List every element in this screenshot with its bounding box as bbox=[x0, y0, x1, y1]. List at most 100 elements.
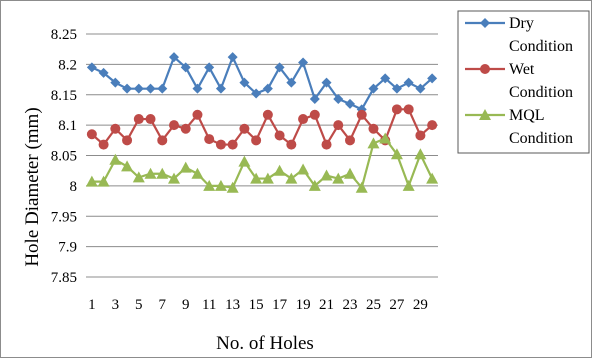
x-tick-label: 23 bbox=[343, 297, 358, 313]
data-point bbox=[402, 179, 415, 191]
data-point bbox=[262, 109, 273, 120]
y-tick-label: 7.95 bbox=[51, 209, 77, 225]
x-tick-label: 5 bbox=[135, 297, 143, 313]
y-tick-label: 8.1 bbox=[58, 118, 77, 134]
data-point bbox=[169, 120, 179, 131]
data-point bbox=[169, 52, 179, 63]
data-point bbox=[145, 83, 156, 94]
x-axis-title: No. of Holes bbox=[216, 333, 314, 354]
series-group bbox=[85, 52, 439, 193]
data-point bbox=[427, 73, 438, 84]
x-tick-label: 9 bbox=[182, 297, 190, 313]
data-point bbox=[355, 181, 368, 193]
data-point bbox=[426, 172, 439, 184]
data-point bbox=[333, 120, 344, 131]
data-point bbox=[98, 67, 109, 78]
x-tick-label: 29 bbox=[413, 297, 428, 313]
data-point bbox=[298, 114, 309, 125]
data-point bbox=[251, 135, 262, 146]
data-point bbox=[320, 169, 333, 181]
y-axis-title: Hole Diameter (mm) bbox=[22, 107, 43, 266]
data-point bbox=[86, 129, 97, 140]
data-point bbox=[214, 179, 227, 191]
data-point bbox=[286, 77, 297, 88]
legend-label-line2: Condition bbox=[509, 130, 573, 147]
data-point bbox=[250, 172, 263, 184]
data-point bbox=[168, 172, 180, 184]
data-point bbox=[179, 161, 192, 173]
data-point bbox=[144, 167, 157, 179]
series-circle bbox=[86, 104, 438, 150]
data-point bbox=[227, 52, 238, 63]
data-point bbox=[204, 134, 215, 145]
data-point bbox=[415, 130, 426, 141]
y-tick-label: 8.15 bbox=[51, 88, 77, 104]
x-tick-label: 11 bbox=[202, 297, 216, 313]
data-point bbox=[133, 83, 144, 94]
x-tick-label: 13 bbox=[225, 297, 240, 313]
data-point bbox=[379, 132, 392, 144]
data-point bbox=[180, 123, 191, 134]
x-tick-label: 21 bbox=[319, 297, 334, 313]
data-point bbox=[403, 104, 414, 115]
data-point bbox=[86, 62, 97, 73]
data-point bbox=[157, 83, 168, 94]
legend-marker bbox=[479, 109, 491, 120]
data-point bbox=[345, 98, 355, 109]
data-point bbox=[368, 83, 379, 94]
y-tick-labels: 7.85 7.9 7.95 8 8.05 8.1 8.15 8.2 8.25 bbox=[51, 27, 77, 286]
data-point bbox=[285, 172, 298, 184]
y-tick-label: 7.9 bbox=[58, 240, 77, 256]
data-point bbox=[391, 83, 402, 94]
data-point bbox=[157, 135, 168, 146]
data-point bbox=[133, 114, 144, 125]
grid-lines bbox=[86, 33, 438, 278]
data-point bbox=[321, 77, 332, 88]
data-point bbox=[192, 83, 203, 94]
data-point bbox=[380, 73, 391, 84]
legend-box bbox=[457, 10, 590, 154]
data-point bbox=[344, 167, 356, 179]
data-point bbox=[192, 109, 203, 120]
data-point bbox=[204, 62, 215, 73]
legend-marker bbox=[480, 64, 490, 74]
data-point bbox=[227, 139, 238, 150]
x-tick-label: 27 bbox=[389, 297, 405, 313]
data-point bbox=[239, 77, 250, 88]
data-point bbox=[85, 175, 98, 187]
data-point bbox=[203, 179, 216, 191]
data-point bbox=[356, 109, 367, 120]
data-point bbox=[191, 167, 204, 179]
series-triangle bbox=[85, 132, 439, 193]
data-point bbox=[403, 77, 414, 88]
data-point bbox=[97, 175, 110, 187]
data-point bbox=[156, 167, 169, 179]
data-point bbox=[274, 62, 285, 73]
series-diamond bbox=[86, 52, 438, 115]
data-point bbox=[333, 94, 344, 105]
legend-label-line2: Condition bbox=[509, 84, 573, 101]
data-point bbox=[415, 83, 426, 94]
data-point bbox=[215, 139, 226, 150]
legend: Dry Condition Wet Condition MQL Condition bbox=[457, 10, 590, 154]
data-point bbox=[368, 123, 379, 134]
data-point bbox=[321, 139, 332, 150]
x-tick-label: 25 bbox=[366, 297, 381, 313]
legend-label: Wet bbox=[509, 61, 535, 78]
data-point bbox=[226, 181, 239, 193]
y-tick-label: 8.2 bbox=[58, 57, 77, 73]
legend-label-line2: Condition bbox=[509, 38, 573, 55]
data-point bbox=[180, 62, 191, 73]
data-point bbox=[132, 171, 145, 183]
data-point bbox=[261, 172, 274, 184]
data-point bbox=[414, 148, 427, 160]
data-point bbox=[110, 77, 121, 88]
x-tick-label: 1 bbox=[88, 297, 96, 313]
data-point bbox=[390, 148, 403, 160]
data-point bbox=[274, 130, 285, 141]
x-tick-label: 3 bbox=[112, 297, 120, 313]
legend-marker bbox=[480, 18, 490, 28]
x-tick-label: 19 bbox=[296, 297, 311, 313]
